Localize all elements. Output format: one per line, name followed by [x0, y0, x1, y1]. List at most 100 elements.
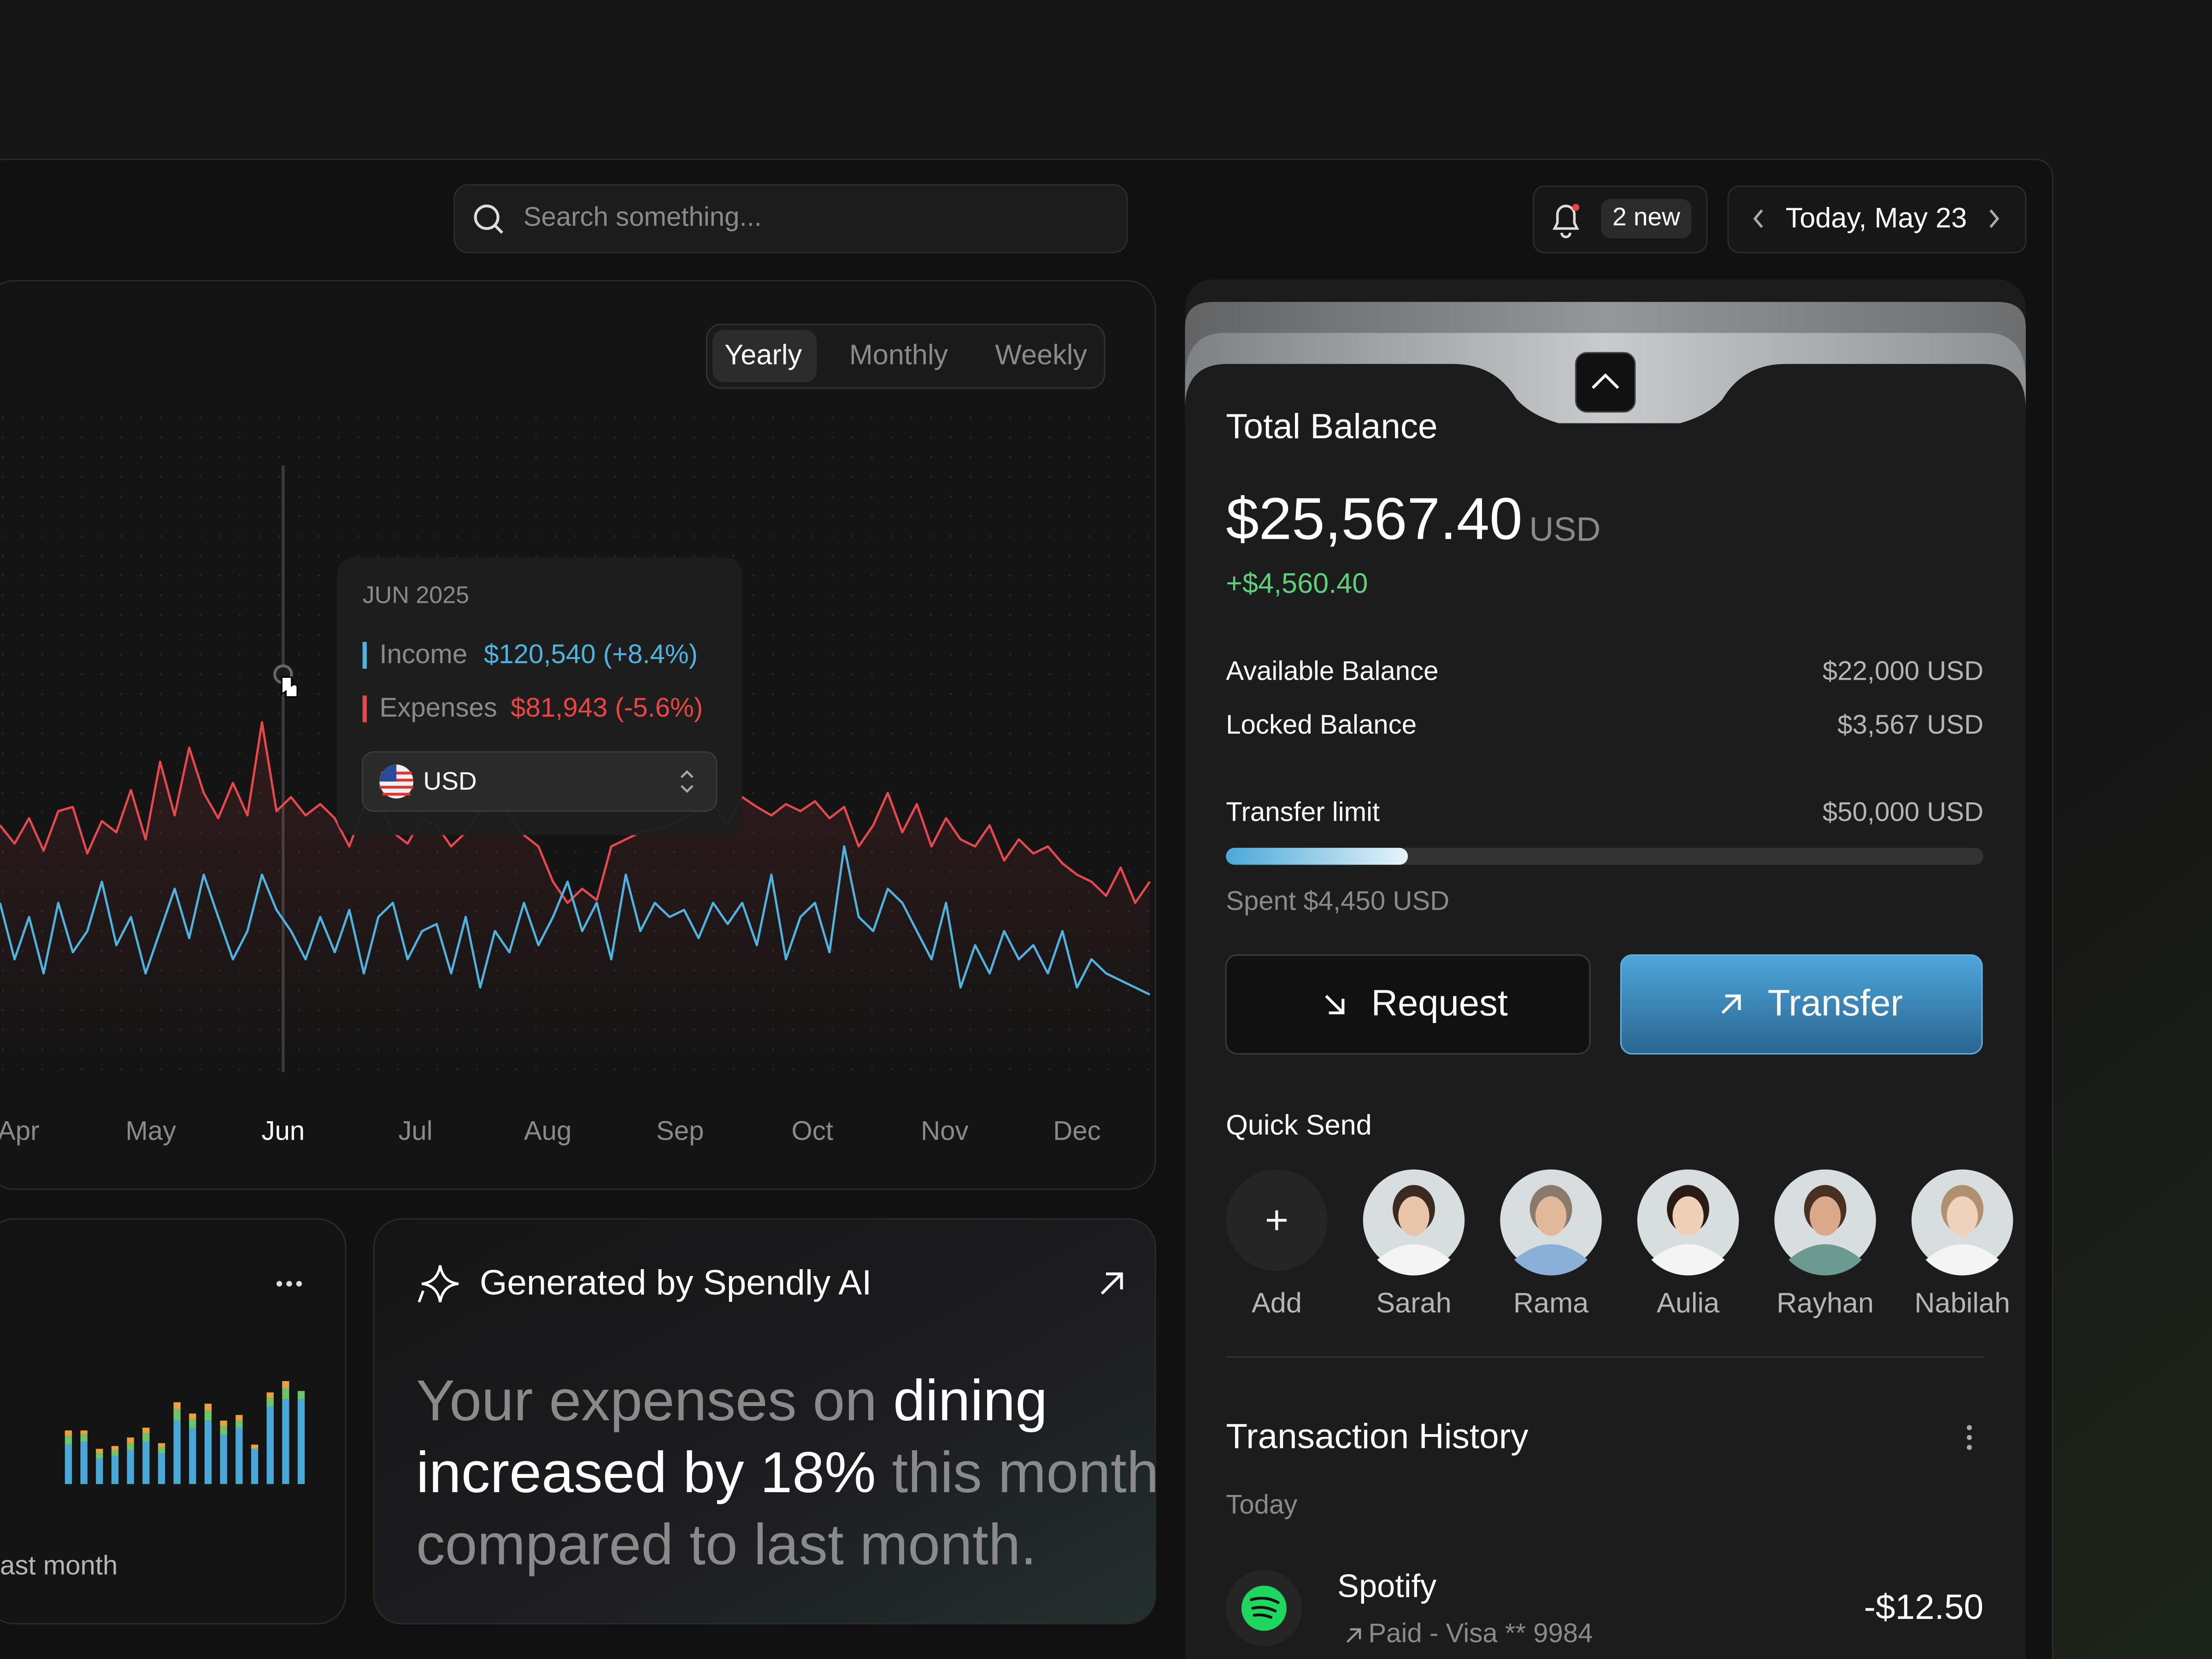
insight-text: this month: [876, 1440, 1159, 1505]
bar-segment: [204, 1403, 212, 1411]
bell-icon: [1553, 205, 1579, 239]
ai-insight: Your expenses on dining: [416, 1368, 1047, 1433]
contacts: Add Sarah Rama Aulia Rayhan Nabilah: [1226, 1169, 2013, 1318]
prev-icon[interactable]: [1753, 209, 1763, 228]
x-tick-label: Nov: [921, 1116, 968, 1146]
bar-segment: [142, 1433, 150, 1442]
bar-segment: [173, 1420, 181, 1484]
row-value: $3,567 USD: [1837, 710, 1983, 740]
date-label: Today, May 23: [1786, 202, 1967, 234]
avatar-face: [1398, 1196, 1430, 1236]
bar-segment: [235, 1415, 243, 1421]
progress-fill: [1226, 847, 1408, 865]
bar-segment: [282, 1388, 289, 1400]
x-tick-label: May: [125, 1116, 176, 1146]
bar-segment: [158, 1447, 165, 1453]
tab[interactable]: Weekly: [995, 339, 1087, 371]
notification-dot: [1572, 204, 1580, 211]
line: [0, 721, 1151, 904]
request-button[interactable]: Request: [1225, 954, 1591, 1055]
group-label: Today: [1226, 1490, 1297, 1520]
bar-segment: [282, 1399, 289, 1484]
transfer-button[interactable]: Transfer: [1620, 954, 1983, 1055]
balance-currency: USD: [1529, 510, 1600, 548]
transaction-detail: Paid - Visa ** 9984: [1368, 1618, 1593, 1648]
period-tabs: Yearly Monthly Weekly: [706, 324, 1106, 389]
bar-segment: [220, 1426, 227, 1435]
contact-name: Sarah: [1376, 1287, 1451, 1318]
add-contact[interactable]: [1226, 1169, 1328, 1271]
ai-card: [373, 1218, 1156, 1624]
search-icon: [474, 204, 500, 230]
income-marker: [362, 641, 367, 669]
bar-segment: [204, 1420, 212, 1484]
flag-icon: [379, 765, 397, 782]
balance-change: +$4,560.40: [1226, 568, 1368, 599]
bar-segment: [266, 1398, 274, 1407]
search-box[interactable]: [453, 184, 1128, 253]
collapse-button[interactable]: [1575, 352, 1636, 413]
bar-segment: [297, 1399, 305, 1484]
paid-icon: [1346, 1628, 1361, 1643]
bar-segment: [204, 1411, 212, 1421]
tooltip-period: JUN 2025: [363, 582, 469, 609]
search-icon: [494, 224, 503, 234]
balance-amount: $25,567.40: [1226, 486, 1522, 552]
notification-count: 2 new: [1612, 202, 1680, 231]
date-picker[interactable]: Today, May 23: [1727, 185, 2027, 253]
more-icon[interactable]: [276, 1281, 302, 1287]
active-tab[interactable]: [712, 330, 817, 382]
bar-chart: [65, 1381, 305, 1484]
bar-segment: [220, 1420, 227, 1426]
contact[interactable]: [1500, 1169, 1602, 1276]
contact[interactable]: [1911, 1169, 2013, 1276]
bar-segment: [96, 1459, 103, 1484]
contact-name: Rama: [1513, 1287, 1589, 1318]
x-tick-label: Sep: [656, 1116, 704, 1146]
bar-segment: [251, 1444, 259, 1449]
bar-segment: [65, 1436, 72, 1445]
avatar-body: [1925, 1244, 1999, 1276]
section-title: Quick Send: [1226, 1109, 1371, 1141]
bar-segment: [235, 1420, 243, 1428]
badge: [1601, 199, 1692, 239]
search-bar[interactable]: Search something...: [453, 184, 1128, 253]
kebab-icon[interactable]: [1966, 1425, 1972, 1450]
transaction-row[interactable]: Spotify Paid - Visa ** 9984 -$12.50: [1226, 1568, 1983, 1648]
contact-name: Add: [1252, 1287, 1302, 1318]
card-caption: ast month: [0, 1550, 118, 1580]
bar-segment: [251, 1448, 259, 1484]
button[interactable]: [1620, 954, 1983, 1055]
sparkle-icon: [418, 1265, 459, 1303]
avatar-body: [1651, 1244, 1725, 1276]
spent-label: Spent $4,450 USD: [1226, 886, 1449, 916]
contact[interactable]: [1774, 1169, 1876, 1276]
next-icon[interactable]: [1989, 209, 2000, 228]
bar-segment: [80, 1435, 88, 1442]
bar-segment: [282, 1381, 289, 1388]
tab[interactable]: Monthly: [849, 339, 948, 371]
tooltip-value: $81,943 (-5.6%): [511, 693, 703, 723]
contact-name: Nabilah: [1914, 1287, 2010, 1318]
spending-card: [0, 1218, 347, 1624]
notifications[interactable]: 2 new: [1533, 185, 1708, 253]
open-icon[interactable]: [1100, 1272, 1123, 1295]
bar-segment: [142, 1441, 150, 1484]
currency-select[interactable]: [362, 751, 718, 812]
contact[interactable]: [1637, 1169, 1739, 1276]
contact[interactable]: [1363, 1169, 1465, 1276]
row-label: Locked Balance: [1226, 710, 1417, 740]
tooltip-series: Expenses: [379, 693, 497, 723]
button-label: Request: [1371, 982, 1508, 1024]
expense-marker: [362, 695, 367, 723]
tab[interactable]: Yearly: [724, 339, 802, 371]
date-box[interactable]: [1727, 185, 2027, 253]
avatar-face: [1809, 1196, 1841, 1236]
tooltip: JUN 2025 Income $120,540 (+8.4%) Expense…: [337, 557, 742, 835]
tooltip-value: $120,540 (+8.4%): [484, 639, 698, 669]
button[interactable]: [1225, 954, 1591, 1055]
insight-highlight: increased by 18%: [416, 1440, 876, 1505]
ai-insight: compared to last month.: [416, 1512, 1036, 1577]
bar-segment: [297, 1391, 305, 1400]
